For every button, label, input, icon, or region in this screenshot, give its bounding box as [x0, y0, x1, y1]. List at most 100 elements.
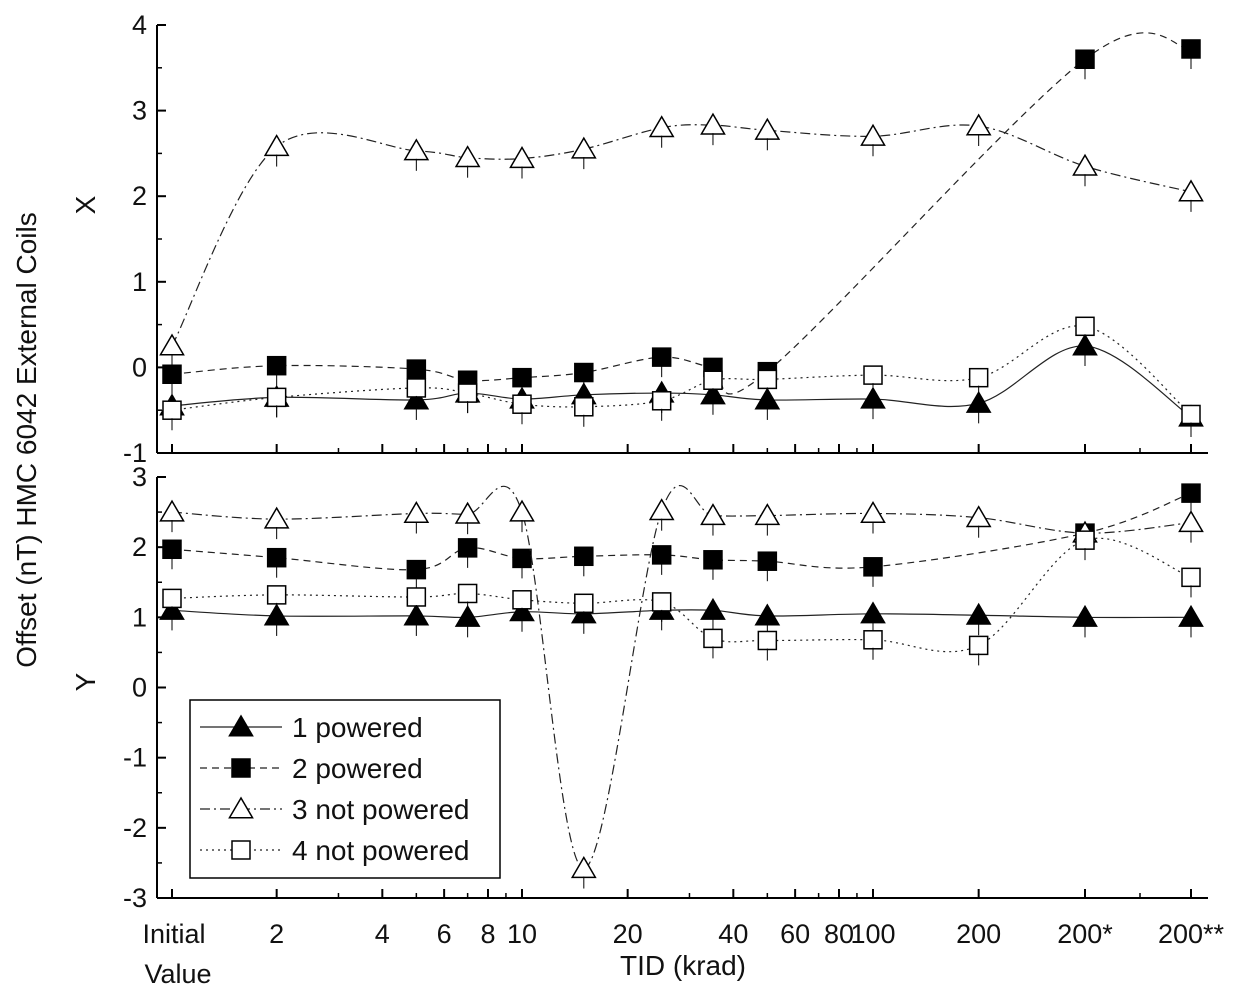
panel-y: -3 -2 -1 0 1 2 3 — [123, 462, 1208, 913]
y-tick-label: 3 — [132, 462, 147, 492]
legend-label: 1 powered — [292, 712, 423, 743]
y-tick-label: 1 — [132, 602, 147, 632]
x-tick-label: 100 — [850, 919, 895, 949]
legend: 1 powered 2 powered 3 not powered 4 not pow… — [189, 699, 501, 879]
x-tick-label: 40 — [718, 919, 748, 949]
y-tick-label: 2 — [132, 532, 147, 562]
x-tick-label-2: Value — [144, 959, 211, 989]
data-point — [1072, 604, 1098, 627]
data-point — [266, 547, 287, 568]
data-point — [863, 365, 883, 385]
data-point — [574, 362, 594, 383]
y-tick-label: -3 — [123, 883, 147, 913]
legend-item: 4 not powered — [200, 835, 469, 866]
data-point — [162, 539, 182, 560]
y-tick-label: 4 — [132, 10, 147, 40]
series-x-2 — [162, 32, 1201, 401]
series-line — [171, 124, 1192, 347]
series-line — [171, 32, 1192, 395]
data-point — [863, 557, 883, 577]
x-tick-label: Initial — [142, 919, 205, 949]
x-tick-label: 60 — [780, 919, 810, 949]
data-point — [757, 630, 778, 651]
data-point — [860, 601, 886, 624]
legend-marker — [231, 840, 251, 860]
x-tick-label: 200 — [956, 919, 1001, 949]
series-line — [171, 492, 1192, 571]
data-point — [754, 603, 781, 626]
data-point — [454, 501, 481, 524]
data-point — [860, 500, 886, 524]
data-point — [406, 378, 427, 398]
data-point — [700, 112, 726, 135]
data-point — [651, 391, 672, 411]
x-tick-label: 200* — [1057, 919, 1113, 949]
y-tick-label: 1 — [132, 267, 147, 297]
data-point — [403, 500, 430, 524]
legend-item: 3 not powered — [200, 794, 469, 825]
x-tick-label: 10 — [507, 919, 537, 949]
data-point — [648, 498, 675, 521]
data-point — [159, 499, 185, 522]
data-point — [703, 628, 723, 649]
series-y-3 — [159, 485, 1204, 889]
series-line — [171, 609, 1192, 619]
series-y-1 — [159, 597, 1204, 638]
legend-item: 1 powered — [200, 712, 423, 743]
data-point — [574, 546, 594, 567]
data-point — [1181, 567, 1201, 588]
data-point — [757, 551, 778, 571]
data-point — [968, 367, 989, 388]
data-point — [512, 367, 532, 388]
data-point — [266, 585, 287, 605]
x-tick-label: 4 — [375, 919, 390, 949]
data-point — [162, 588, 182, 609]
legend-marker — [231, 758, 251, 778]
x-tick-label: 2 — [269, 919, 284, 949]
legend-marker — [228, 714, 254, 737]
y-tick-label: 3 — [132, 96, 147, 126]
x-tick-label: 200** — [1158, 919, 1225, 949]
data-point — [457, 583, 478, 604]
data-point — [754, 117, 781, 140]
data-point — [266, 387, 287, 408]
data-point — [651, 347, 672, 367]
x-tick-label: 20 — [613, 919, 643, 949]
series-line — [171, 325, 1192, 415]
y-tick-label: -1 — [123, 438, 147, 468]
x-axis-title: TID (krad) — [620, 950, 746, 981]
y-axis-title: Offset (nT) HMC 6042 External Coils — [11, 212, 42, 667]
data-point — [1178, 179, 1204, 202]
data-point — [754, 503, 781, 526]
legend-label: 4 not powered — [292, 835, 469, 866]
panel-x: -1 0 1 2 3 4 — [123, 10, 1208, 468]
data-point — [512, 590, 532, 610]
data-point — [266, 355, 287, 376]
y-tick-label: 0 — [132, 673, 147, 703]
data-point — [159, 333, 185, 356]
series-y-4 — [162, 530, 1201, 666]
legend-label: 2 powered — [292, 753, 423, 784]
y-tick-label: -2 — [123, 813, 147, 843]
data-point — [1181, 483, 1201, 503]
data-point — [651, 545, 672, 565]
series-x-1 — [159, 333, 1204, 438]
data-point — [406, 559, 427, 580]
data-point — [570, 136, 597, 159]
legend-item: 2 powered — [200, 753, 423, 784]
legend-label: 3 not powered — [292, 794, 469, 825]
x-tick-label: 6 — [437, 919, 452, 949]
data-point — [509, 499, 535, 522]
data-point — [574, 397, 594, 417]
data-point — [406, 587, 427, 607]
series-line — [171, 537, 1192, 653]
x-tick-label: 80 — [824, 919, 854, 949]
x-tick-label: 8 — [480, 919, 495, 949]
data-point — [1178, 510, 1204, 533]
data-point — [263, 506, 290, 529]
plot-area: -1 0 1 2 3 4 -3 -2 -1 0 1 2 3 Initial Value 2 4 6 8 10 20 40 6… — [123, 10, 1225, 989]
data-point — [1075, 49, 1095, 69]
data-point — [703, 550, 723, 570]
data-point — [1072, 153, 1098, 176]
